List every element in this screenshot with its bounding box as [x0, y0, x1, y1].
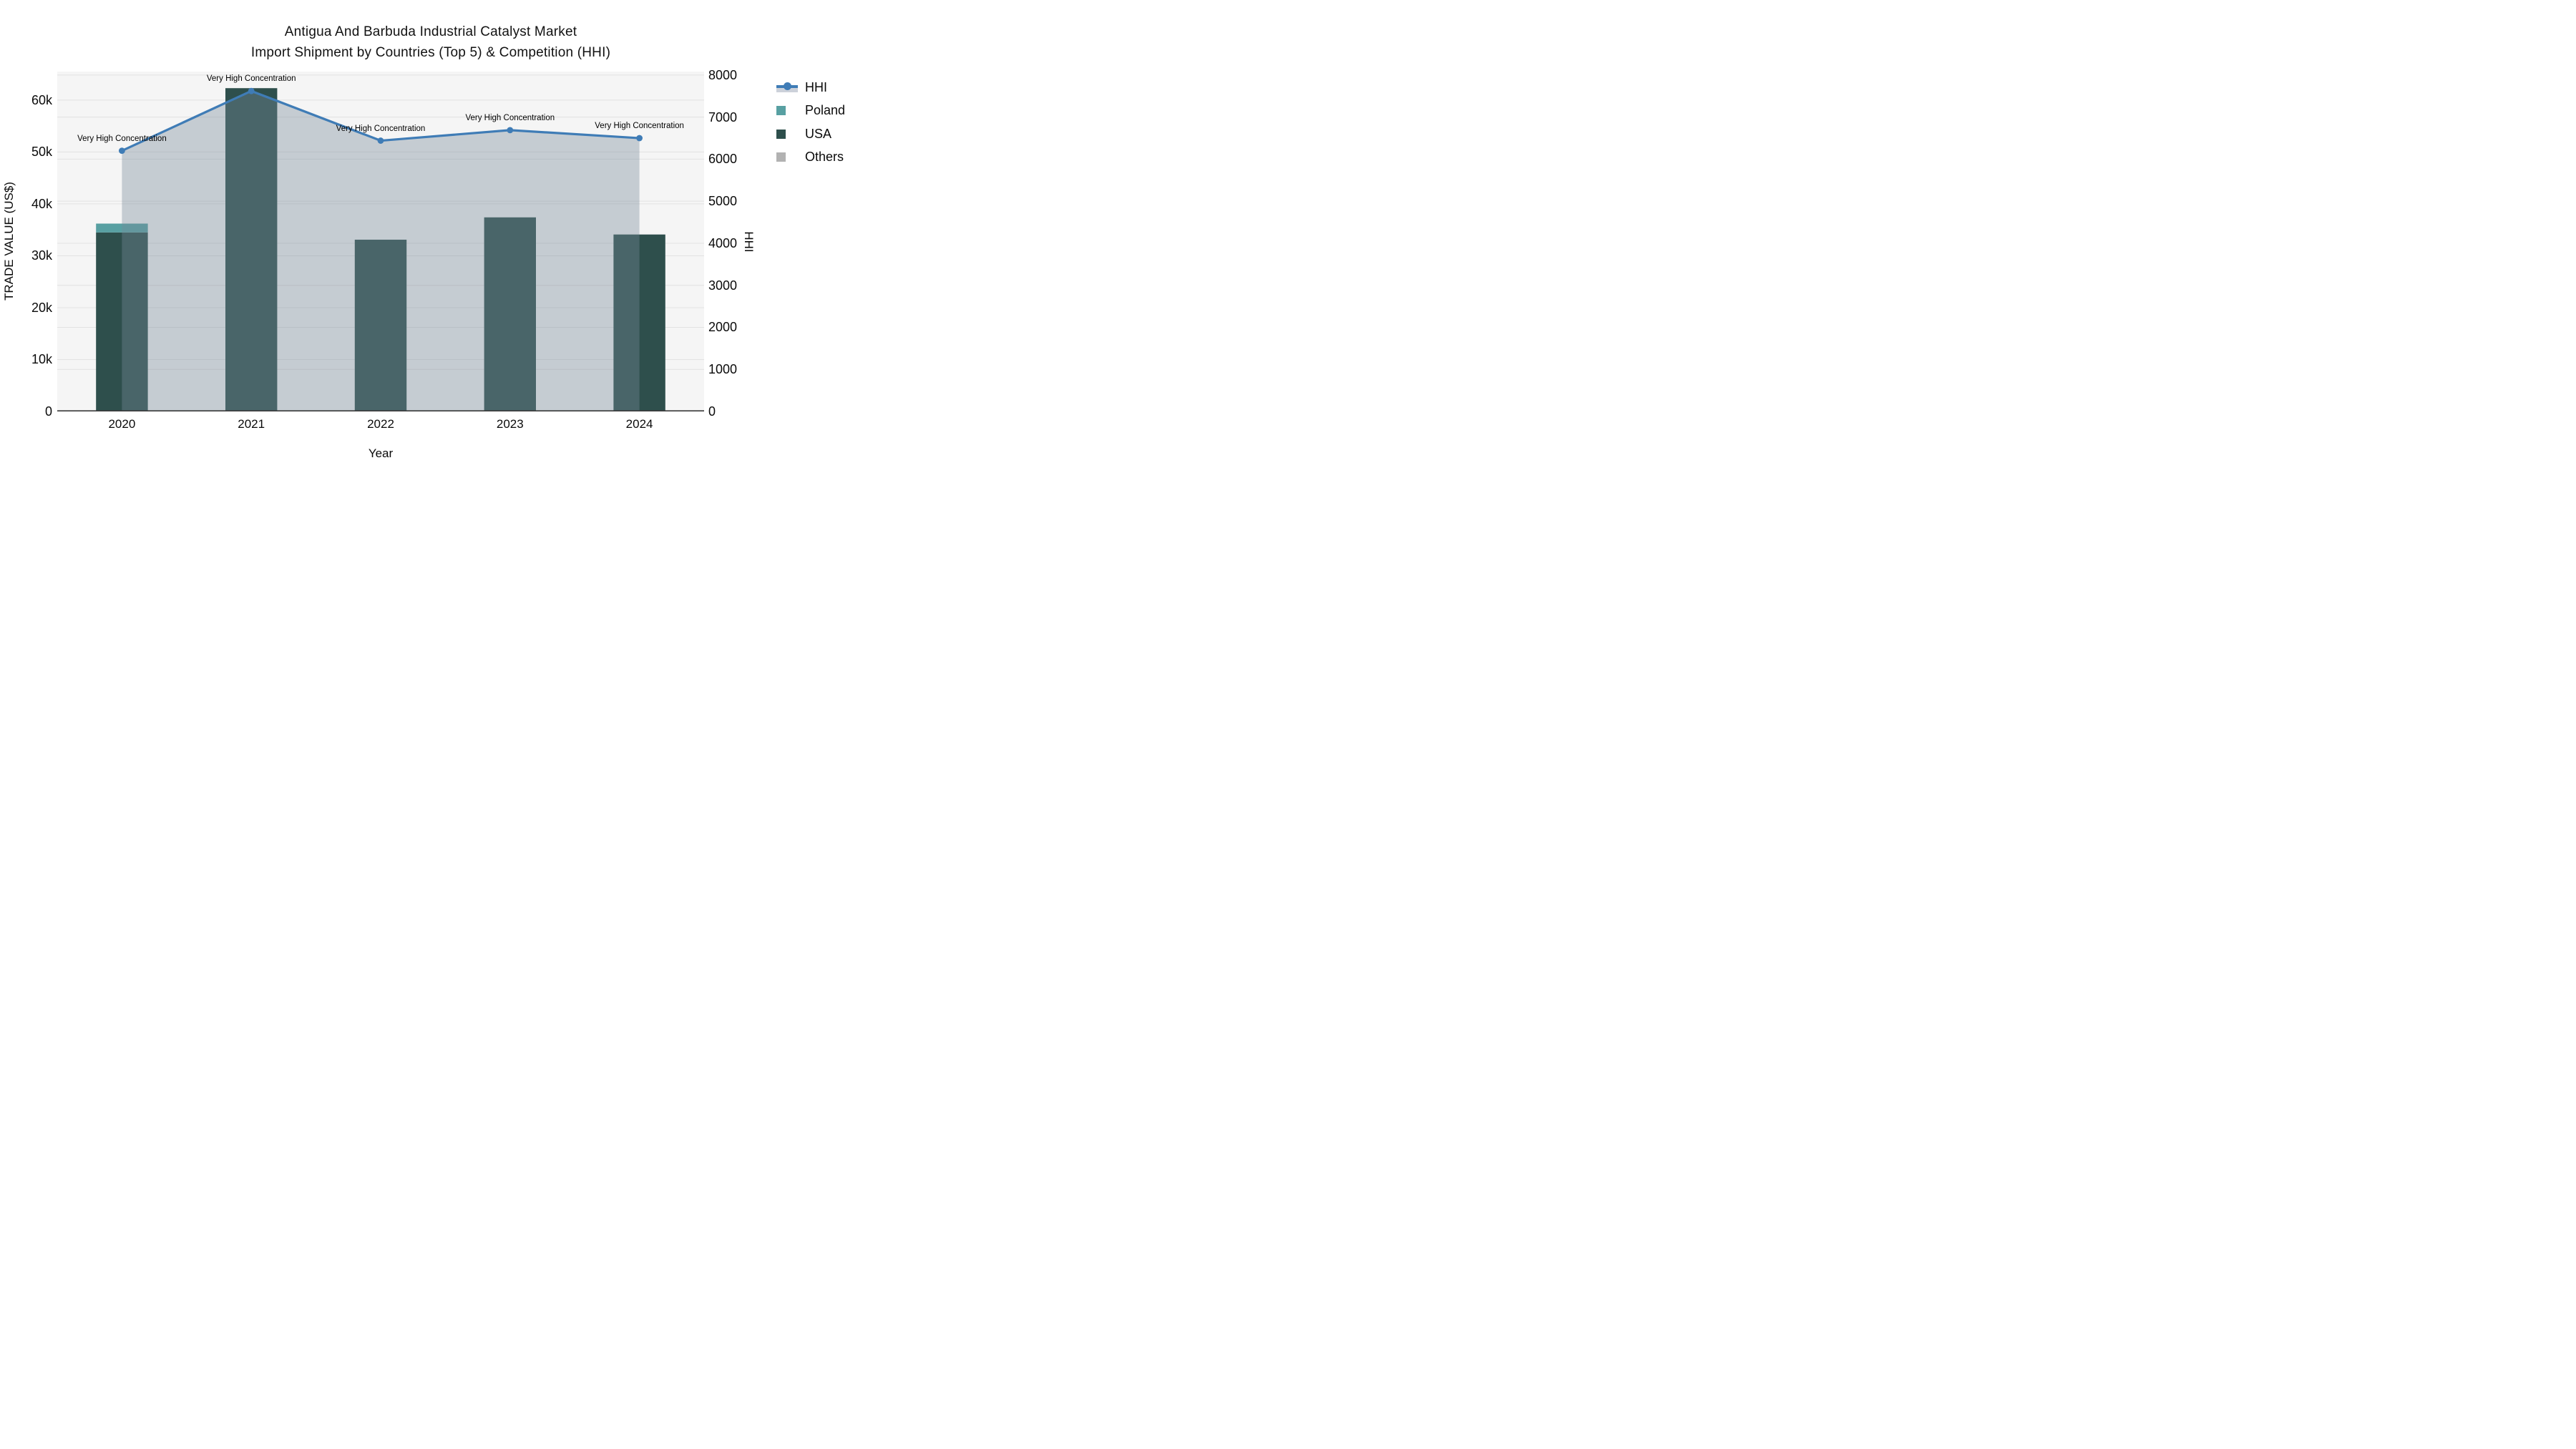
hhi-line-icon — [776, 80, 798, 94]
y-left-tick-label: 50k — [31, 145, 52, 160]
bar-usa-2020[interactable] — [96, 232, 148, 411]
bar-usa-2023[interactable] — [484, 217, 536, 411]
hhi-marker-2021[interactable] — [248, 87, 255, 94]
annotation-2024: Very High Concentration — [595, 122, 684, 131]
x-axis-title: Year — [368, 447, 394, 460]
y-right-tick-label: 4000 — [708, 235, 738, 250]
legend-item-hhi[interactable]: HHI — [776, 76, 845, 99]
hhi-marker-2023[interactable] — [507, 127, 514, 134]
y-right-tick-label: 3000 — [708, 278, 738, 293]
chart-title-line1: Antigua And Barbuda Industrial Catalyst … — [284, 24, 577, 39]
chart-title-line2: Import Shipment by Countries (Top 5) & C… — [250, 45, 611, 60]
hhi-marker-2024[interactable] — [636, 135, 643, 142]
y-right-tick-label: 7000 — [708, 109, 738, 125]
bar-usa-2021[interactable] — [225, 88, 278, 411]
poland-swatch-icon — [776, 104, 798, 118]
x-tick-label: 2023 — [496, 417, 524, 431]
y-right-tick-label: 5000 — [708, 194, 738, 209]
legend-label: HHI — [805, 79, 827, 94]
annotation-2023: Very High Concentration — [465, 113, 555, 122]
hhi-marker-2020[interactable] — [119, 147, 125, 155]
bar-usa-2022[interactable] — [354, 239, 407, 411]
annotation-2022: Very High Concentration — [336, 124, 426, 133]
legend-label: Others — [805, 150, 844, 165]
y-right-tick-label: 2000 — [708, 320, 738, 335]
plot-canvas — [57, 74, 704, 411]
legend: HHI Poland USA Others — [776, 76, 845, 169]
annotation-2021: Very High Concentration — [206, 74, 296, 84]
legend-item-usa[interactable]: USA — [776, 122, 845, 146]
hhi-marker-2022[interactable] — [377, 137, 384, 144]
y-left-tick-label: 10k — [31, 352, 52, 367]
legend-label: USA — [805, 126, 832, 141]
y-left-tick-label: 40k — [31, 196, 52, 211]
y-left-tick-label: 30k — [31, 248, 52, 263]
y-right-axis-title: HHI — [742, 231, 756, 253]
y-left-tick-label: 60k — [31, 92, 52, 107]
annotation-2020: Very High Concentration — [77, 134, 167, 143]
bar-poland-2020[interactable] — [96, 223, 148, 233]
y-left-tick-label: 20k — [31, 300, 52, 315]
others-swatch-icon — [776, 150, 798, 165]
plot-area — [57, 72, 704, 411]
x-tick-label: 2024 — [625, 417, 653, 431]
y-right-tick-label: 8000 — [708, 67, 738, 82]
bar-usa-2024[interactable] — [613, 234, 665, 411]
y-left-tick-label: 0 — [44, 404, 52, 419]
hhi-area-fill — [122, 91, 640, 411]
usa-swatch-icon — [776, 127, 798, 141]
chart: Antigua And Barbuda Industrial Catalyst … — [0, 0, 859, 483]
x-tick-label: 2021 — [238, 417, 265, 431]
x-tick-label: 2022 — [367, 417, 394, 431]
y-right-tick-label: 6000 — [708, 152, 738, 167]
y-left-axis-title: TRADE VALUE (US$) — [2, 182, 16, 301]
legend-label: Poland — [805, 103, 846, 118]
legend-item-poland[interactable]: Poland — [776, 99, 845, 123]
y-right-tick-label: 1000 — [708, 362, 738, 377]
y-right-tick-label: 0 — [708, 404, 716, 419]
x-tick-label: 2020 — [108, 417, 136, 431]
legend-item-others[interactable]: Others — [776, 146, 845, 170]
